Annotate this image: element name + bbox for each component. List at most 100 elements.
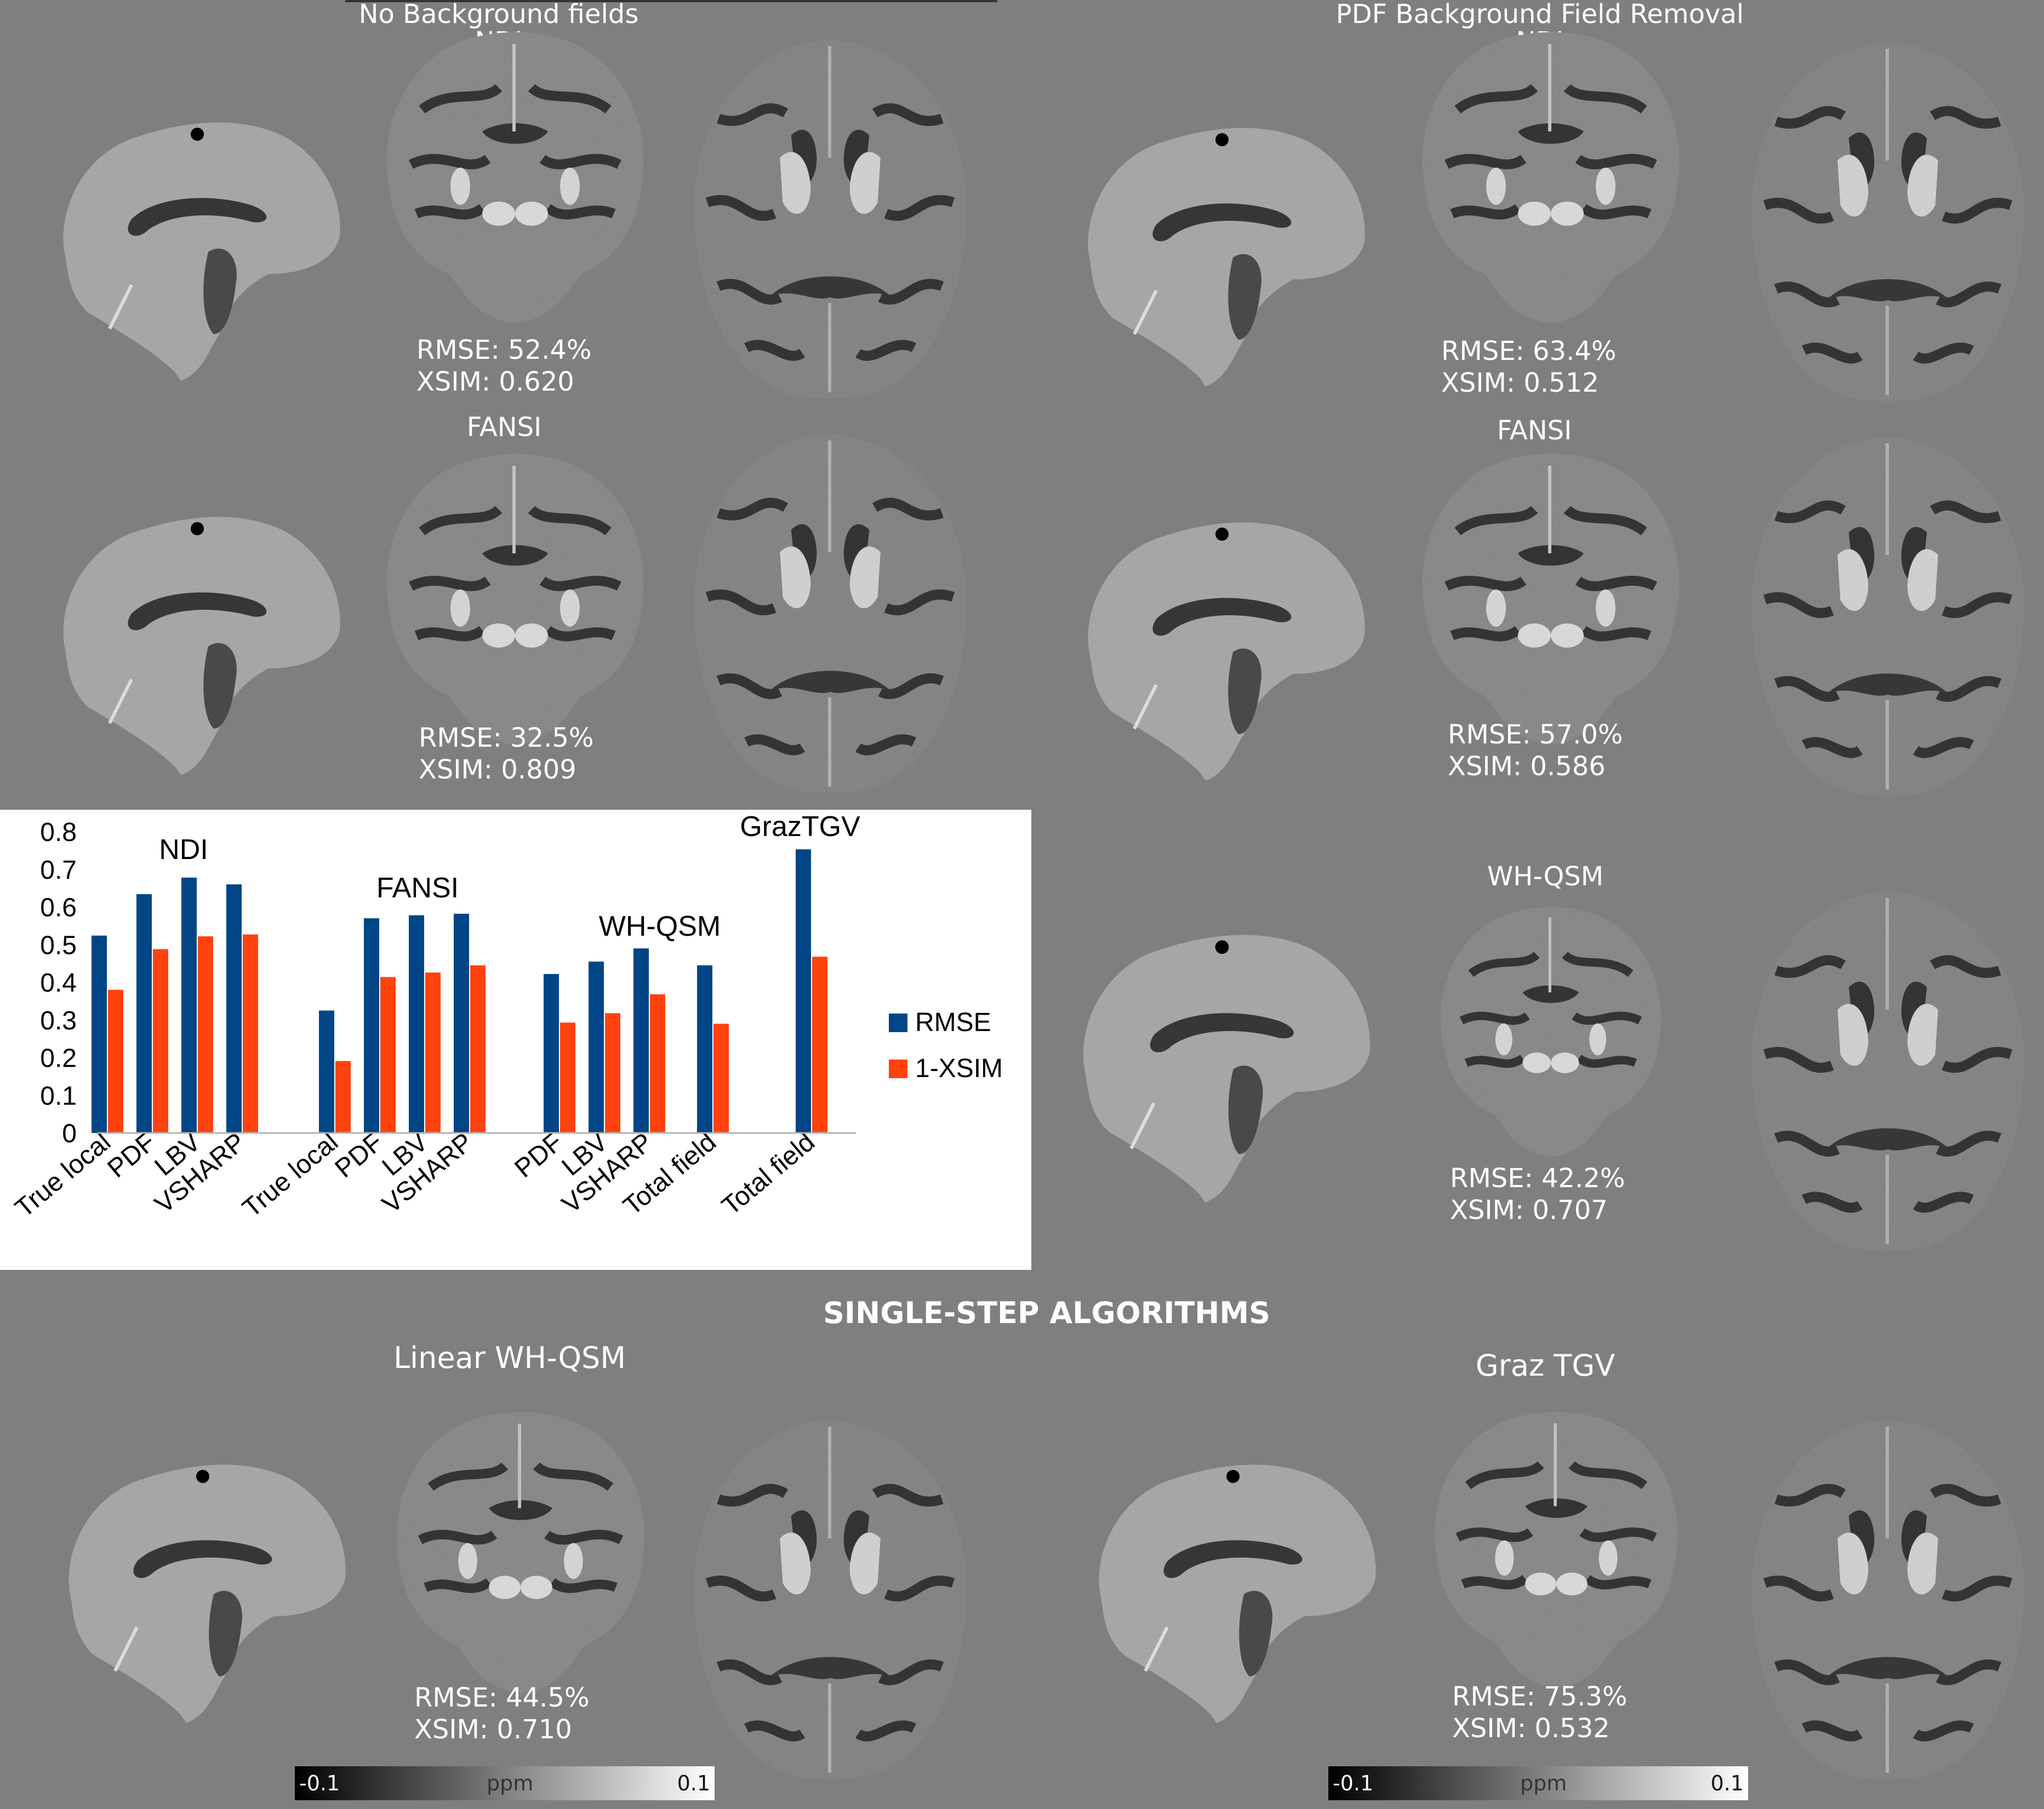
ndi-left-rmse: RMSE: 52.4%	[416, 335, 592, 365]
section-title: SINGLE-STEP ALGORITHMS	[823, 1296, 1270, 1330]
fansi-left-title: FANSI	[466, 412, 542, 443]
linear-left-xsim: XSIM: 0.710	[414, 1714, 572, 1745]
colorbar-left: -0.1 ppm 0.1	[295, 1766, 715, 1800]
group-label: NDI	[159, 834, 208, 866]
group-label: GrazTGV	[740, 811, 860, 843]
y-tick-label: 0	[62, 1119, 77, 1148]
bar-1-xsim-3	[243, 934, 258, 1133]
bar-rmse-8	[544, 974, 559, 1133]
y-tick-label: 0.3	[40, 1006, 77, 1035]
bar-rmse-11	[697, 965, 712, 1133]
bar-1-xsim-7	[470, 965, 486, 1133]
legend-swatch	[889, 1060, 907, 1078]
fansi-right-sagittal-slice	[1063, 477, 1381, 783]
colorbar-left-max: 0.1	[677, 1771, 710, 1795]
ndi-left-coronal-slice	[367, 22, 663, 329]
ndi-right-xsim: XSIM: 0.512	[1441, 368, 1599, 398]
bar-rmse-1	[136, 894, 152, 1133]
linear-left-rmse: RMSE: 44.5%	[414, 1682, 590, 1713]
colorbar-right: -0.1 ppm 0.1	[1328, 1766, 1748, 1800]
bar-1-xsim-1	[153, 949, 168, 1133]
x-tick-label: PDF	[102, 1127, 161, 1183]
colorbar-left-min: -0.1	[299, 1771, 340, 1795]
fansi-right-title: FANSI	[1497, 415, 1572, 446]
linear-left-axial-slice	[685, 1402, 975, 1797]
bar-1-xsim-5	[380, 977, 396, 1133]
graz-right-rmse: RMSE: 75.3%	[1452, 1681, 1628, 1712]
fansi-right-rmse: RMSE: 57.0%	[1448, 719, 1623, 750]
legend: RMSE 1-XSIM	[889, 1008, 1003, 1083]
ndi-right-sagittal-slice	[1063, 82, 1381, 389]
fansi-left-coronal-slice	[367, 444, 663, 751]
graz-right-xsim: XSIM: 0.532	[1452, 1713, 1610, 1744]
bar-1-xsim-8	[560, 1022, 575, 1133]
y-tick-label: 0.2	[40, 1044, 77, 1073]
x-tick-label: True local	[237, 1127, 344, 1223]
colorbar-right-max: 0.1	[1710, 1771, 1744, 1795]
bar-chart: 0 0.1 0.2 0.3 0.4 0.5 0.6 0.7 0.8 NDI FANSI WH-QSM…	[10, 811, 1003, 1223]
whqsm-right-sagittal-slice	[1063, 882, 1381, 1211]
bar-1-xsim-11	[713, 1023, 729, 1133]
legend-swatch	[889, 1014, 907, 1032]
legend-label: 1-XSIM	[915, 1054, 1003, 1083]
y-axis-ticks: 0 0.1 0.2 0.3 0.4 0.5 0.6 0.7 0.8	[40, 818, 77, 1148]
whqsm-right-axial-slice	[1743, 882, 2033, 1260]
ndi-left-axial-slice	[685, 22, 975, 416]
x-tick-label: Total field	[717, 1127, 820, 1221]
y-tick-label: 0.5	[40, 931, 77, 960]
bar-1-xsim-9	[605, 1013, 620, 1133]
ndi-right-axial-slice	[1743, 27, 2033, 416]
bar-1-xsim-4	[335, 1061, 351, 1133]
bar-rmse-3	[226, 884, 242, 1133]
ndi-right-coronal-slice	[1403, 22, 1699, 329]
fansi-right-axial-slice	[1743, 422, 2033, 811]
header-right-line1: PDF Background Field Removal	[1335, 0, 1744, 30]
y-tick-label: 0.4	[40, 969, 77, 998]
y-tick-label: 0.7	[40, 856, 77, 885]
group-label: FANSI	[376, 872, 459, 904]
bar-rmse-4	[319, 1010, 334, 1133]
fansi-right-coronal-slice	[1403, 444, 1699, 751]
bar-1-xsim-6	[425, 972, 441, 1133]
group-labels: NDI FANSI WH-QSM GrazTGV	[159, 811, 860, 942]
bar-rmse-10	[633, 948, 649, 1133]
fansi-left-xsim: XSIM: 0.809	[419, 754, 576, 785]
whqsm-right-title: WH-QSM	[1487, 861, 1604, 892]
graz-right-title: Graz TGV	[1475, 1348, 1615, 1383]
bar-rmse-0	[92, 935, 107, 1133]
whqsm-right-rmse: RMSE: 42.2%	[1450, 1163, 1625, 1194]
chart-panel: 0 0.1 0.2 0.3 0.4 0.5 0.6 0.7 0.8 NDI FANSI WH-QSM…	[0, 810, 1031, 1270]
header-left-line1: No Background fields	[358, 0, 639, 30]
colorbar-right-min: -0.1	[1333, 1771, 1374, 1795]
group-label: WH-QSM	[599, 911, 721, 942]
ndi-right-rmse: RMSE: 63.4%	[1441, 336, 1617, 367]
graz-right-coronal-slice	[1408, 1402, 1704, 1693]
bar-1-xsim-0	[108, 989, 123, 1133]
bar-rmse-6	[409, 915, 424, 1133]
fansi-left-axial-slice	[685, 416, 975, 811]
bar-rmse-9	[589, 961, 604, 1133]
x-tick-label: PDF	[329, 1127, 389, 1183]
whqsm-right-xsim: XSIM: 0.707	[1450, 1195, 1608, 1226]
bar-1-xsim-10	[650, 994, 665, 1133]
bar-rmse-12	[796, 849, 811, 1133]
x-tick-label: PDF	[509, 1127, 568, 1183]
header-rule-left	[345, 0, 997, 2]
bar-rmse-7	[454, 913, 469, 1133]
whqsm-right-coronal-slice	[1403, 898, 1699, 1161]
y-tick-label: 0.8	[40, 818, 77, 847]
y-tick-label: 0.1	[40, 1081, 77, 1110]
graz-right-sagittal-slice	[1080, 1419, 1386, 1726]
bar-1-xsim-2	[198, 936, 213, 1133]
y-tick-label: 0.6	[40, 894, 77, 923]
bars	[92, 849, 827, 1133]
colorbar-left-unit: ppm	[487, 1771, 534, 1795]
fansi-left-sagittal-slice	[38, 471, 356, 778]
linear-left-title: Linear WH-QSM	[393, 1341, 626, 1375]
bar-rmse-5	[364, 918, 379, 1133]
ndi-left-sagittal-slice	[38, 77, 356, 383]
bar-1-xsim-12	[812, 957, 827, 1133]
fansi-left-rmse: RMSE: 32.5%	[419, 723, 594, 753]
colorbar-right-unit: ppm	[1520, 1771, 1567, 1795]
